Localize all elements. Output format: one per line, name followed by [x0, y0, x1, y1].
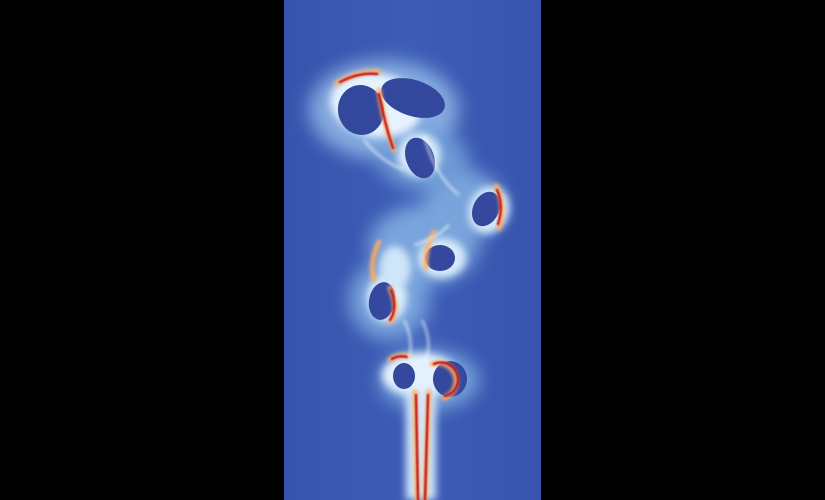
lower-right-bubble [433, 361, 467, 397]
flow-field-image [284, 0, 541, 500]
warm-edges [333, 69, 505, 500]
bubble-cores [337, 78, 501, 397]
top-right-bubble [381, 78, 445, 118]
wake-streaks [363, 134, 460, 363]
trailing-bubble-b [471, 191, 501, 227]
trailing-bubble-c [425, 245, 455, 271]
top-left-bubble [337, 85, 385, 135]
trailing-bubble-d [368, 282, 396, 320]
lower-left-bubble [393, 363, 415, 389]
